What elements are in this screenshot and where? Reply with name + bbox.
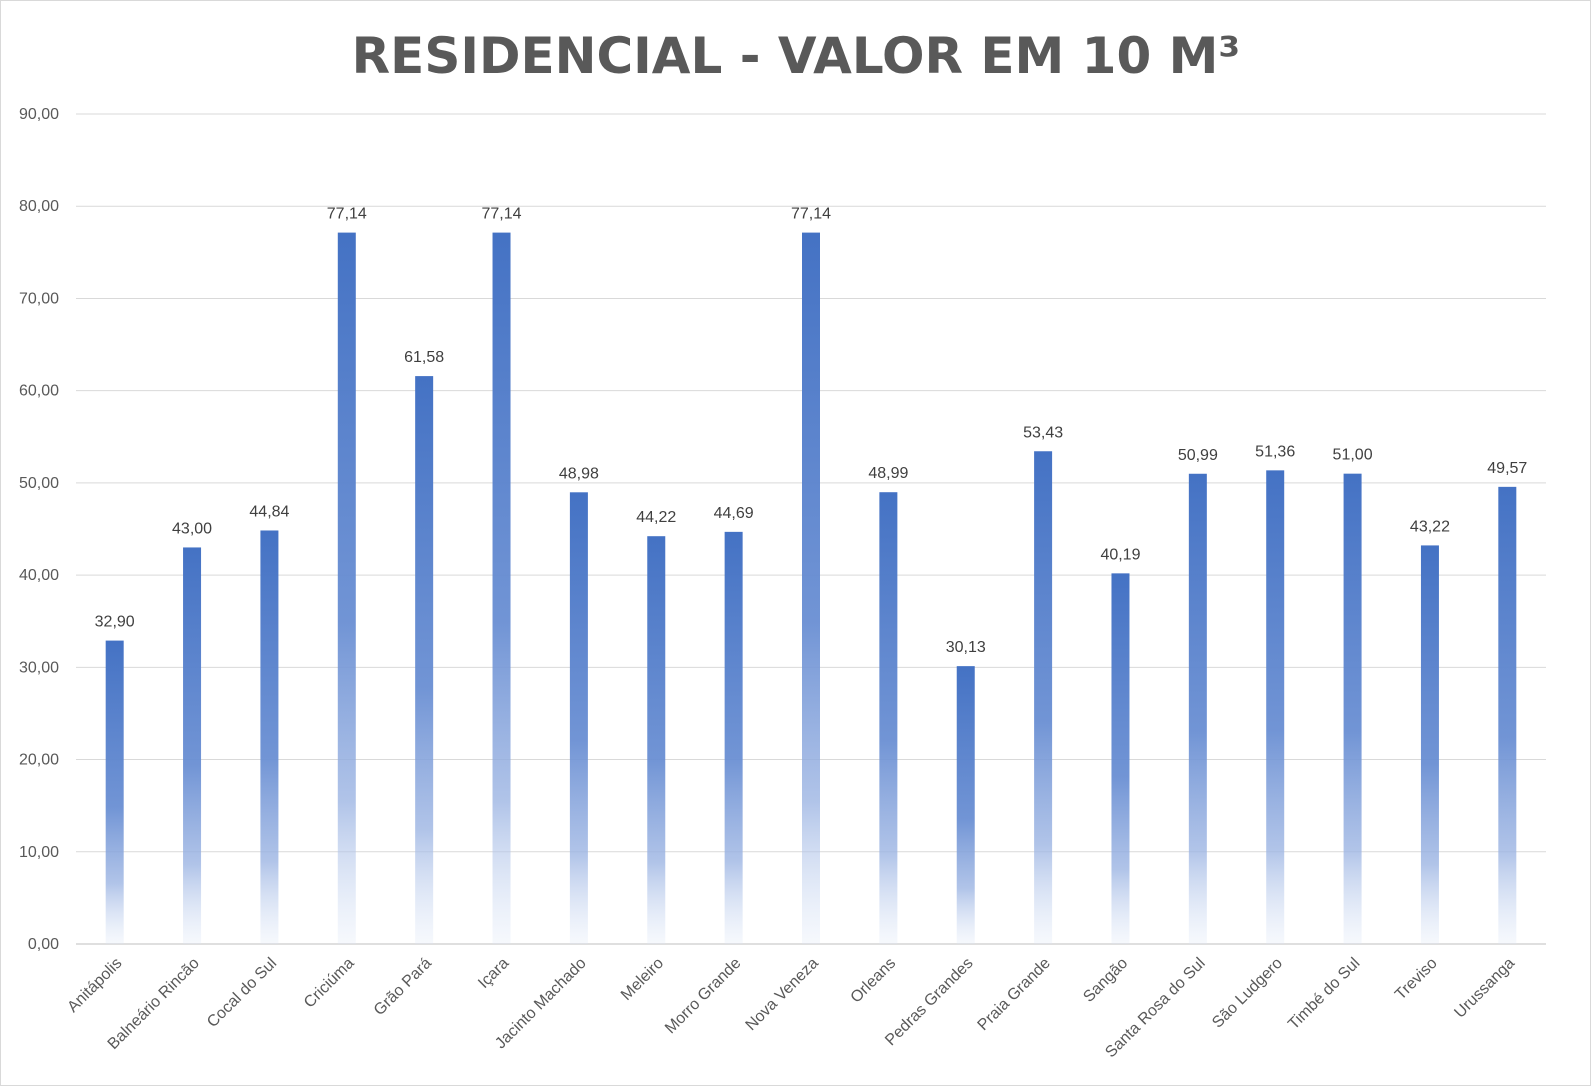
bar (1111, 573, 1130, 944)
data-label: 51,00 (1333, 447, 1373, 464)
data-label: 51,36 (1255, 443, 1295, 460)
data-label: 50,99 (1178, 447, 1218, 464)
data-label: 77,14 (482, 206, 522, 223)
bar (1343, 473, 1362, 944)
y-tick-label: 0,00 (28, 936, 59, 953)
data-label: 61,58 (404, 349, 444, 366)
data-label: 48,98 (559, 465, 599, 482)
bar (802, 232, 820, 944)
data-label: 49,57 (1487, 460, 1527, 477)
bar (569, 492, 588, 944)
data-label: 43,00 (172, 520, 212, 537)
x-category-label: Anitápolis (64, 955, 125, 1016)
data-label: 48,99 (868, 465, 908, 482)
x-category-label: Urussanga (1451, 955, 1518, 1022)
bar (1420, 545, 1439, 944)
x-category-label: Nova Veneza (742, 955, 821, 1034)
data-label: 30,13 (946, 639, 986, 656)
y-tick-label: 30,00 (19, 659, 59, 676)
x-category-label: Morro Grande (662, 955, 745, 1038)
x-category-label: Cocal do Sul (204, 955, 280, 1031)
x-category-label: Meleiro (618, 955, 667, 1004)
bar (956, 666, 975, 944)
x-category-label: Criciúma (301, 955, 358, 1012)
data-labels: 32,90 43,00 44,84 77,14 61,58 77,14 48,98 44,22… (95, 206, 1528, 657)
y-tick-label: 80,00 (19, 198, 59, 215)
bars (105, 232, 1517, 944)
y-tick-label: 60,00 (19, 383, 59, 400)
x-category-label: São Ludgero (1209, 955, 1286, 1032)
x-category-label: Grão Pará (371, 955, 435, 1019)
data-label: 44,69 (714, 505, 754, 522)
x-category-label: Orleans (848, 955, 900, 1007)
bar (492, 232, 511, 944)
bar (183, 547, 202, 944)
y-tick-label: 40,00 (19, 567, 59, 584)
y-axis-tick-labels: 0,00 10,00 20,00 30,00 40,00 50,00 60,00 70,00 8… (19, 106, 59, 953)
chart-title: RESIDENCIAL - VALOR EM 10 M³ (352, 27, 1241, 85)
bar (879, 492, 898, 944)
bar (337, 232, 356, 944)
y-tick-label: 90,00 (19, 106, 59, 123)
x-category-label: Içara (475, 955, 512, 992)
x-category-label: Praia Grande (975, 955, 1054, 1034)
data-label: 53,43 (1023, 424, 1063, 441)
data-label: 44,84 (249, 503, 289, 520)
y-tick-label: 70,00 (19, 290, 59, 307)
y-tick-label: 10,00 (19, 844, 59, 861)
data-label: 77,14 (791, 206, 831, 223)
data-label: 32,90 (95, 614, 135, 631)
x-category-label: Timbé do Sul (1285, 955, 1363, 1033)
data-label: 40,19 (1100, 546, 1140, 563)
data-label: 43,22 (1410, 518, 1450, 535)
x-category-label: Sangão (1080, 955, 1131, 1006)
bar (1266, 470, 1285, 944)
y-tick-label: 20,00 (19, 752, 59, 769)
bar (1034, 451, 1053, 944)
data-label: 77,14 (327, 206, 367, 223)
bar (724, 531, 743, 944)
x-category-label: Treviso (1392, 955, 1441, 1004)
bar (260, 530, 279, 944)
bar (1498, 486, 1517, 944)
y-tick-label: 50,00 (19, 475, 59, 492)
bar (415, 376, 434, 944)
bar (1188, 473, 1207, 944)
bar (647, 536, 666, 944)
bar (105, 640, 124, 944)
data-label: 44,22 (636, 509, 676, 526)
